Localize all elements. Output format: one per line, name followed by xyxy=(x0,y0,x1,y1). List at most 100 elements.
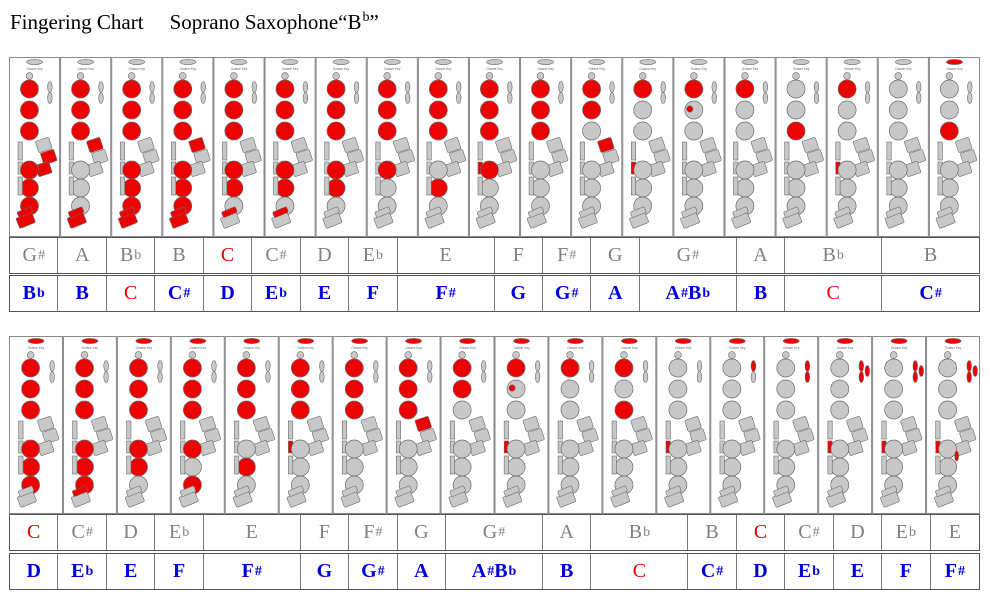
front-f-key xyxy=(690,72,698,80)
upper-stack-key xyxy=(326,100,346,120)
upper-stack-key xyxy=(480,100,499,120)
lower-stack-key xyxy=(560,439,580,459)
palm-key xyxy=(405,92,411,104)
octave-key xyxy=(297,338,314,344)
fingering-note-accidental: # xyxy=(498,524,506,540)
high-f-sharp-key xyxy=(954,450,959,462)
sax-note-accidental: b xyxy=(812,563,821,579)
octave-key-label: Octave Key xyxy=(793,67,810,71)
side-key xyxy=(324,141,330,161)
lower-stack-key xyxy=(452,439,472,459)
fingering-note-accidental: b xyxy=(182,524,190,540)
palm-key xyxy=(660,92,666,104)
sax-note-cell: D xyxy=(204,276,253,311)
palm-key xyxy=(912,371,918,383)
palm-key xyxy=(302,92,309,104)
upper-stack-key xyxy=(560,379,580,399)
key-diagram: Octave Key xyxy=(764,336,819,514)
palm-key xyxy=(535,360,541,372)
low-c-key xyxy=(773,485,790,497)
sax-note-cell: F # xyxy=(398,276,495,311)
palm-key xyxy=(98,81,104,93)
low-c-key xyxy=(477,206,493,218)
key-diagram: Octave Key xyxy=(162,57,214,237)
octave-key-label: Octave Key xyxy=(513,346,530,350)
low-side-key xyxy=(682,176,688,196)
octave-key xyxy=(675,338,692,344)
palm-key xyxy=(642,360,649,372)
upper-stack-key xyxy=(776,379,796,399)
octave-key-label: Octave Key xyxy=(28,346,45,350)
upper-stack-key xyxy=(344,400,364,420)
fingering-note-cell: B xyxy=(688,515,737,550)
upper-stack-key xyxy=(224,79,244,99)
low-side-key xyxy=(17,176,23,196)
octave-key xyxy=(179,59,197,65)
fingering-note-letter: D xyxy=(850,521,865,543)
sax-note-cell: G xyxy=(301,554,350,589)
upper-stack-key xyxy=(183,400,202,420)
key-diagram: Octave Key xyxy=(656,336,711,514)
palm-key xyxy=(912,360,918,372)
upper-stack-key xyxy=(786,100,806,120)
lower-stack-key xyxy=(326,160,346,180)
upper-stack-key xyxy=(122,79,142,99)
sax-note-letter: E xyxy=(317,282,332,304)
table-key xyxy=(750,137,768,153)
lower-stack-key xyxy=(735,178,755,198)
fingering-diagrams-svg: Octave Key Octave Key Octave Key Octave Key… xyxy=(9,57,980,237)
fingering-note-letter: A xyxy=(559,521,574,543)
lower-stack-key xyxy=(830,457,850,477)
table-key xyxy=(398,149,415,165)
side-key xyxy=(395,420,401,440)
front-f-key xyxy=(894,72,902,80)
palm-key xyxy=(149,92,155,104)
sax-note-letter: F xyxy=(944,560,957,582)
sax-note-cell: B xyxy=(543,554,592,589)
palm-key xyxy=(98,92,104,104)
table-key xyxy=(743,428,761,444)
palm-key xyxy=(427,371,433,383)
fingering-note-cell: D xyxy=(834,515,883,550)
octave-key-label: Octave Key xyxy=(537,67,554,71)
table-key xyxy=(341,137,359,153)
low-side-key xyxy=(665,455,671,475)
key-diagram: Octave Key xyxy=(62,336,117,514)
fingering-note-letter: F xyxy=(557,244,569,266)
lower-stack-key xyxy=(668,439,688,459)
key-diagram: Octave Key xyxy=(9,57,61,237)
sax-note-letter: C xyxy=(632,560,647,582)
fingering-note-accidental: # xyxy=(279,247,287,263)
low-c-key xyxy=(233,485,250,497)
octave-key-label: Octave Key xyxy=(691,67,708,71)
side-key xyxy=(665,420,671,440)
low-c-key xyxy=(17,206,33,218)
front-f-key xyxy=(434,72,442,80)
front-f-key xyxy=(383,72,391,80)
sax-note-letter: B xyxy=(560,560,574,582)
palm-key xyxy=(481,360,487,372)
table-key xyxy=(193,149,211,165)
fingering-note-cell: A xyxy=(543,515,592,550)
upper-stack-key xyxy=(830,400,850,420)
table-key xyxy=(792,416,810,432)
low-c-key xyxy=(170,206,187,218)
front-f-key xyxy=(836,351,844,359)
fingering-diagrams-svg: Octave Key Octave Key Octave Key Octave Key… xyxy=(9,336,980,514)
lower-stack-key xyxy=(506,457,526,477)
octave-key xyxy=(792,59,810,65)
lower-stack-key xyxy=(428,178,448,198)
side-key xyxy=(449,420,455,440)
lower-stack-key xyxy=(275,160,295,180)
fingering-note-accidental: # xyxy=(375,524,383,540)
octave-key-label: Octave Key xyxy=(129,67,146,71)
sax-note-cell: G # xyxy=(543,276,592,311)
sax-note-cell: F xyxy=(349,276,398,311)
palm-key xyxy=(804,360,810,372)
front-f-key xyxy=(889,351,898,359)
sax-note-letter: A xyxy=(665,282,680,304)
